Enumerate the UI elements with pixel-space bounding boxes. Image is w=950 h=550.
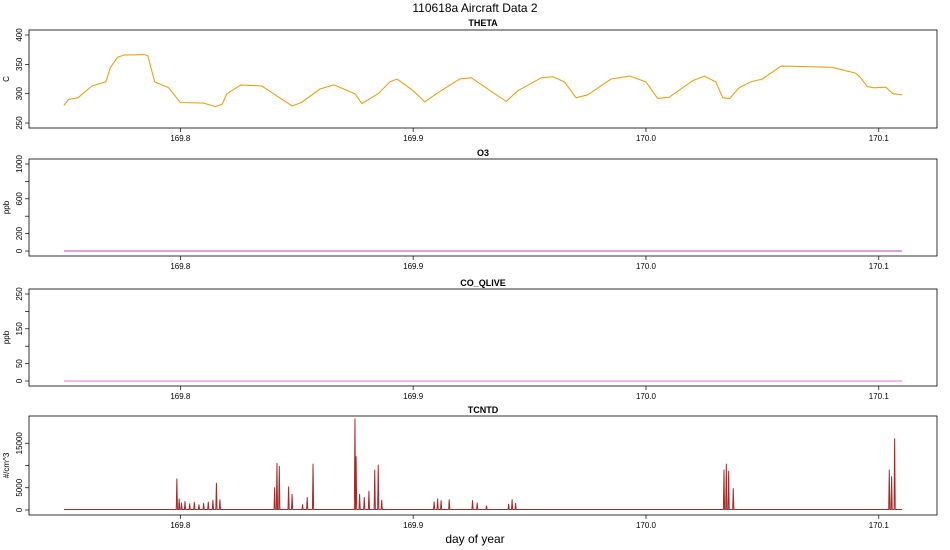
x-tick-label: 170.0 — [636, 134, 657, 143]
x-tick-label: 169.8 — [170, 262, 191, 271]
y-tick-label: 200 — [15, 226, 24, 240]
y-axis-label: #/cm^3 — [2, 452, 11, 478]
y-tick-label: 50 — [15, 359, 24, 368]
plot-frame — [28, 29, 938, 129]
panel-theta: THETA C 250 300 350 400 169.8 169.9 170.0 170.1 — [2, 18, 938, 143]
x-tick-label: 170.0 — [636, 262, 657, 271]
y-tick-label: 350 — [15, 57, 24, 71]
x-axis-label: day of year — [445, 532, 504, 546]
panel-title: CO_QLIVE — [460, 278, 506, 288]
plot-frame — [28, 158, 938, 257]
y-tick-label: 0 — [15, 507, 24, 512]
x-tick-label: 169.8 — [170, 392, 191, 401]
y-axis-label: ppb — [2, 200, 11, 214]
y-tick-label: 0 — [15, 378, 24, 383]
y-axis-label: ppb — [2, 330, 11, 344]
plot-frame — [28, 415, 938, 516]
panel-title: TCNTD — [468, 405, 499, 415]
plot-frame — [28, 288, 938, 387]
x-tick-label: 170.1 — [869, 392, 890, 401]
x-tick-label: 170.1 — [869, 521, 890, 530]
y-tick-label: 15000 — [15, 432, 24, 455]
series-line — [63, 53, 903, 108]
x-tick-label: 169.9 — [403, 134, 424, 143]
x-tick-label: 169.8 — [170, 134, 191, 143]
y-tick-label: 250 — [15, 116, 24, 130]
y-tick-label: 600 — [15, 192, 24, 206]
x-tick-label: 169.9 — [403, 262, 424, 271]
y-tick-label: 400 — [15, 28, 24, 42]
y-tick-label: 300 — [15, 86, 24, 100]
x-tick-label: 170.0 — [636, 521, 657, 530]
x-tick-label: 169.9 — [403, 392, 424, 401]
x-tick-label: 170.1 — [869, 262, 890, 271]
x-tick-label: 170.0 — [636, 392, 657, 401]
y-tick-label: 5000 — [15, 478, 24, 496]
panel-o3: O3 ppb 0 200 600 1000 169.8 169.9 170.0 170.1 — [2, 148, 938, 271]
y-tick-label: 150 — [15, 322, 24, 336]
y-axis-label: C — [2, 76, 11, 82]
x-tick-label: 169.8 — [170, 521, 191, 530]
series-line — [63, 418, 903, 511]
x-tick-label: 170.1 — [869, 134, 890, 143]
y-tick-label: 0 — [15, 248, 24, 253]
panel-title: O3 — [477, 148, 489, 158]
y-tick-label: 1000 — [15, 155, 24, 173]
figure-title: 110618a Aircraft Data 2 — [412, 1, 538, 15]
x-tick-label: 169.9 — [403, 521, 424, 530]
panel-title: THETA — [468, 18, 498, 28]
y-tick-label: 250 — [15, 287, 24, 301]
panel-tcntd: TCNTD #/cm^3 0 5000 15000 169.8 169.9 170.0 170.… — [2, 405, 938, 530]
